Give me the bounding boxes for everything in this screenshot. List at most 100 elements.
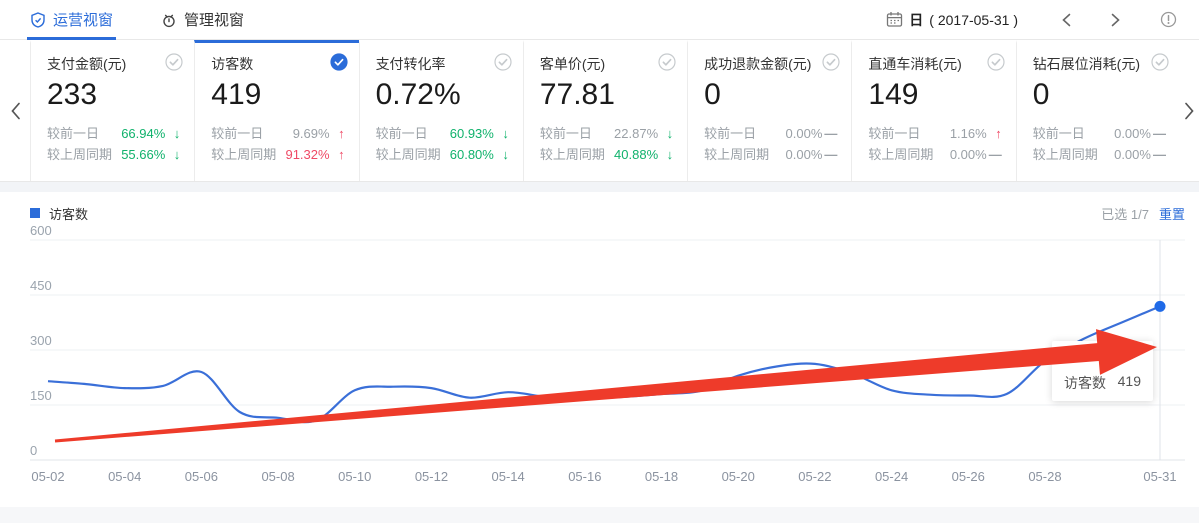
tab-label: 管理视窗 [184,12,245,29]
metric-title: 钻石展位消耗(元) [1032,56,1141,72]
trend-arrow-icon: ↓ [502,126,509,141]
svg-text:0: 0 [30,443,37,458]
trend-arrow-icon: ↓ [666,147,674,162]
chevron-right-icon [1185,102,1194,119]
stat-row: 较上周同期 91.32% ↑ [211,144,344,165]
metric-title: 访客数 [211,56,254,72]
info-circle-icon [1160,11,1177,28]
tooltip-date: 05-31 [1064,349,1098,364]
check-circle-icon[interactable] [822,53,841,71]
trend-arrow-icon: — [988,147,1002,162]
svg-text:150: 150 [30,388,52,403]
svg-text:05-04: 05-04 [108,469,141,484]
next-date-button[interactable] [1109,12,1122,28]
chart-header: 访客数 已选 1/7 重置 [0,192,1199,222]
chevron-right-icon [1111,13,1120,26]
cards-scroll-right-button[interactable] [1180,40,1199,181]
svg-text:300: 300 [30,333,52,348]
stat-row: 较前一日 0.00% — [1033,123,1166,144]
reset-link[interactable]: 重置 [1158,206,1185,222]
stat-row: 较上周同期 0.00% — [1033,144,1166,165]
svg-text:05-14: 05-14 [492,469,525,484]
info-button[interactable] [1160,11,1177,28]
trend-arrow-icon: ↓ [666,126,674,141]
metric-card-conversion-rate[interactable]: 支付转化率 0.72% 较前一日 60.93% ↓ 较上周同期 60.80% ↓ [358,40,523,181]
svg-text:05-24: 05-24 [875,469,908,484]
trend-arrow-icon: ↓ [173,126,181,141]
stat-row: 较前一日 9.69% ↑ [211,123,344,144]
stat-row: 较前一日 0.00% — [704,123,837,144]
metric-value: 0.72% [375,78,461,111]
tab-operations-view[interactable]: 运营视窗 [26,0,117,40]
chevron-left-icon [1062,13,1071,26]
trend-arrow-icon: ↓ [502,147,509,162]
selected-count: 已选 1/7 [1101,206,1149,222]
section-divider [0,182,1199,192]
shield-badge-icon [31,11,45,28]
stat-row: 较上周同期 55.66% ↓ [47,144,180,165]
trend-arrow-icon: ↑ [995,126,1002,141]
check-circle-icon[interactable] [658,53,676,71]
metric-card-refund-amount[interactable]: 成功退款金额(元) 0 较前一日 0.00% — 较上周同期 0.00% — [687,40,852,181]
svg-text:05-02: 05-02 [31,469,64,484]
calendar-icon [887,12,903,27]
metric-value: 149 [868,78,919,111]
tab-management-view[interactable]: 管理视窗 [161,0,244,40]
stat-row: 较前一日 60.93% ↓ [376,123,509,144]
trend-arrow-icon: ↑ [338,126,345,141]
metric-value: 233 [47,78,98,111]
trend-arrow-icon: — [1152,126,1166,141]
page-bottom-strip [0,507,1199,523]
svg-text:05-08: 05-08 [261,469,294,484]
cards-scroll-left-button[interactable] [0,40,30,181]
metric-value: 0 [704,78,721,111]
date-picker[interactable]: 日 ( 2017-05-31 ) [886,10,1018,30]
check-circle-icon[interactable] [1151,53,1169,71]
svg-text:600: 600 [30,223,52,238]
stopwatch-icon [163,14,175,27]
stat-row: 较上周同期 0.00% — [868,144,1001,165]
chart-controls: 已选 1/7 重置 [1101,204,1185,223]
chart-tooltip: 05-31 访客数 419 [1052,341,1153,401]
svg-text:05-16: 05-16 [568,469,601,484]
tooltip-series-label: 访客数 [1064,375,1106,391]
metric-card-payment-amount[interactable]: 支付金额(元) 233 较前一日 66.94% ↓ 较上周同期 55.66% ↓ [30,40,195,181]
check-circle-icon[interactable] [165,53,183,71]
svg-text:05-26: 05-26 [952,469,985,484]
tooltip-value: 419 [1117,373,1141,389]
metric-card-zuanshi-spend[interactable]: 钻石展位消耗(元) 0 较前一日 0.00% — 较上周同期 0.00% — [1015,40,1180,181]
metric-title: 直通车消耗(元) [868,56,962,72]
svg-text:05-22: 05-22 [798,469,831,484]
metric-card-zhitongche-spend[interactable]: 直通车消耗(元) 149 较前一日 1.16% ↑ 较上周同期 0.00% — [851,40,1016,181]
check-circle-icon[interactable] [987,53,1005,71]
metric-value: 419 [211,78,262,111]
legend-swatch [30,208,40,218]
stat-row: 较上周同期 60.80% ↓ [376,144,509,165]
chevron-left-icon [10,102,20,119]
metric-title: 支付金额(元) [47,56,127,72]
metric-cards-row: 支付金额(元) 233 较前一日 66.94% ↓ 较上周同期 55.66% ↓ 访客数… [0,40,1199,182]
metric-card-avg-order-value[interactable]: 客单价(元) 77.81 较前一日 22.87% ↓ 较上周同期 40.88% ↓ [522,40,688,181]
svg-text:05-31: 05-31 [1143,469,1176,484]
svg-text:05-10: 05-10 [338,469,371,484]
trend-arrow-icon: ↓ [173,147,181,162]
check-circle-icon[interactable] [329,53,348,71]
svg-text:05-12: 05-12 [415,469,448,484]
tab-label: 运营视窗 [53,12,114,29]
previous-date-button[interactable] [1060,12,1073,28]
metric-title: 成功退款金额(元) [704,56,812,72]
legend-label: 访客数 [49,206,89,222]
trend-arrow-icon: — [824,147,838,162]
legend-item-visitors[interactable]: 访客数 [30,204,88,223]
date-value: ( 2017-05-31 ) [929,11,1018,28]
top-bar: 运营视窗 管理视窗 日 ( 2017-05-31 ) [0,0,1199,40]
metric-title: 客单价(元) [539,56,606,72]
trend-arrow-icon: ↑ [338,147,345,162]
stat-row: 较前一日 1.16% ↑ [868,123,1001,144]
svg-text:05-06: 05-06 [185,469,218,484]
stat-row: 较上周同期 0.00% — [704,144,837,165]
check-circle-icon[interactable] [494,53,512,71]
svg-text:05-20: 05-20 [722,469,755,484]
svg-text:05-28: 05-28 [1028,469,1061,484]
metric-card-visitors[interactable]: 访客数 419 较前一日 9.69% ↑ 较上周同期 91.32% ↑ [194,40,359,181]
